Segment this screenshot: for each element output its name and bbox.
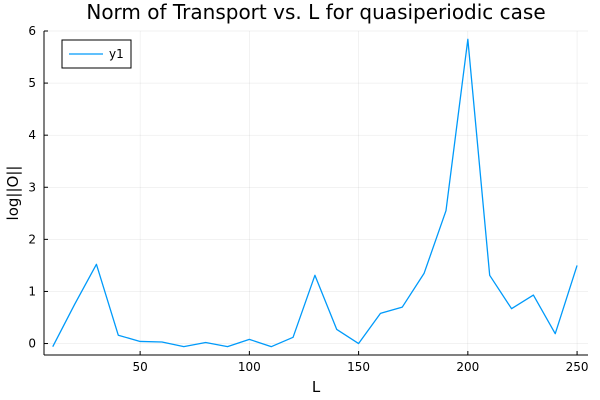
y-tick-label: 5 [28,76,36,90]
grid-layer [44,30,588,355]
x-tick-label: 150 [347,360,370,374]
data-point [52,346,54,348]
y-tick-label: 1 [28,284,36,298]
data-point [117,334,119,336]
data-point [96,264,98,266]
data-point [227,346,229,348]
series-layer [52,38,578,348]
data-point [205,342,207,344]
data-point [576,265,578,267]
ticks-layer: 50 100 150 200 250 0 1 2 3 4 5 6 [28,24,588,374]
data-point [445,210,447,212]
data-point [401,306,403,308]
y-axis-label: log||O|| [4,166,22,221]
axes-layer [43,31,588,356]
chart-title: Norm of Transport vs. L for quasiperiodi… [86,0,545,24]
data-point [314,275,316,277]
data-point [336,329,338,331]
data-point [292,336,294,338]
x-tick-label: 200 [456,360,479,374]
data-point [183,346,185,348]
x-axis-label: L [312,378,321,396]
y-tick-label: 6 [28,24,36,38]
data-point [423,272,425,274]
legend: y1 [61,39,132,69]
y-tick-label: 2 [28,232,36,246]
x-tick-label: 250 [566,360,589,374]
legend-entry-label: y1 [109,47,124,61]
data-point [489,275,491,277]
x-tick-label: 50 [132,360,147,374]
series-line-y1 [52,38,578,348]
data-point [74,304,76,306]
data-point [467,39,469,41]
data-point [533,294,535,296]
data-point [161,341,163,343]
data-point [380,313,382,315]
data-point [511,308,513,310]
y-tick-label: 3 [28,180,36,194]
x-tick-label: 100 [238,360,261,374]
data-point [554,333,556,335]
data-point [139,341,141,343]
data-point [270,346,272,348]
y-tick-label: 4 [28,128,36,142]
data-point [358,343,360,345]
data-point [249,339,251,341]
y-tick-label: 0 [28,337,36,351]
